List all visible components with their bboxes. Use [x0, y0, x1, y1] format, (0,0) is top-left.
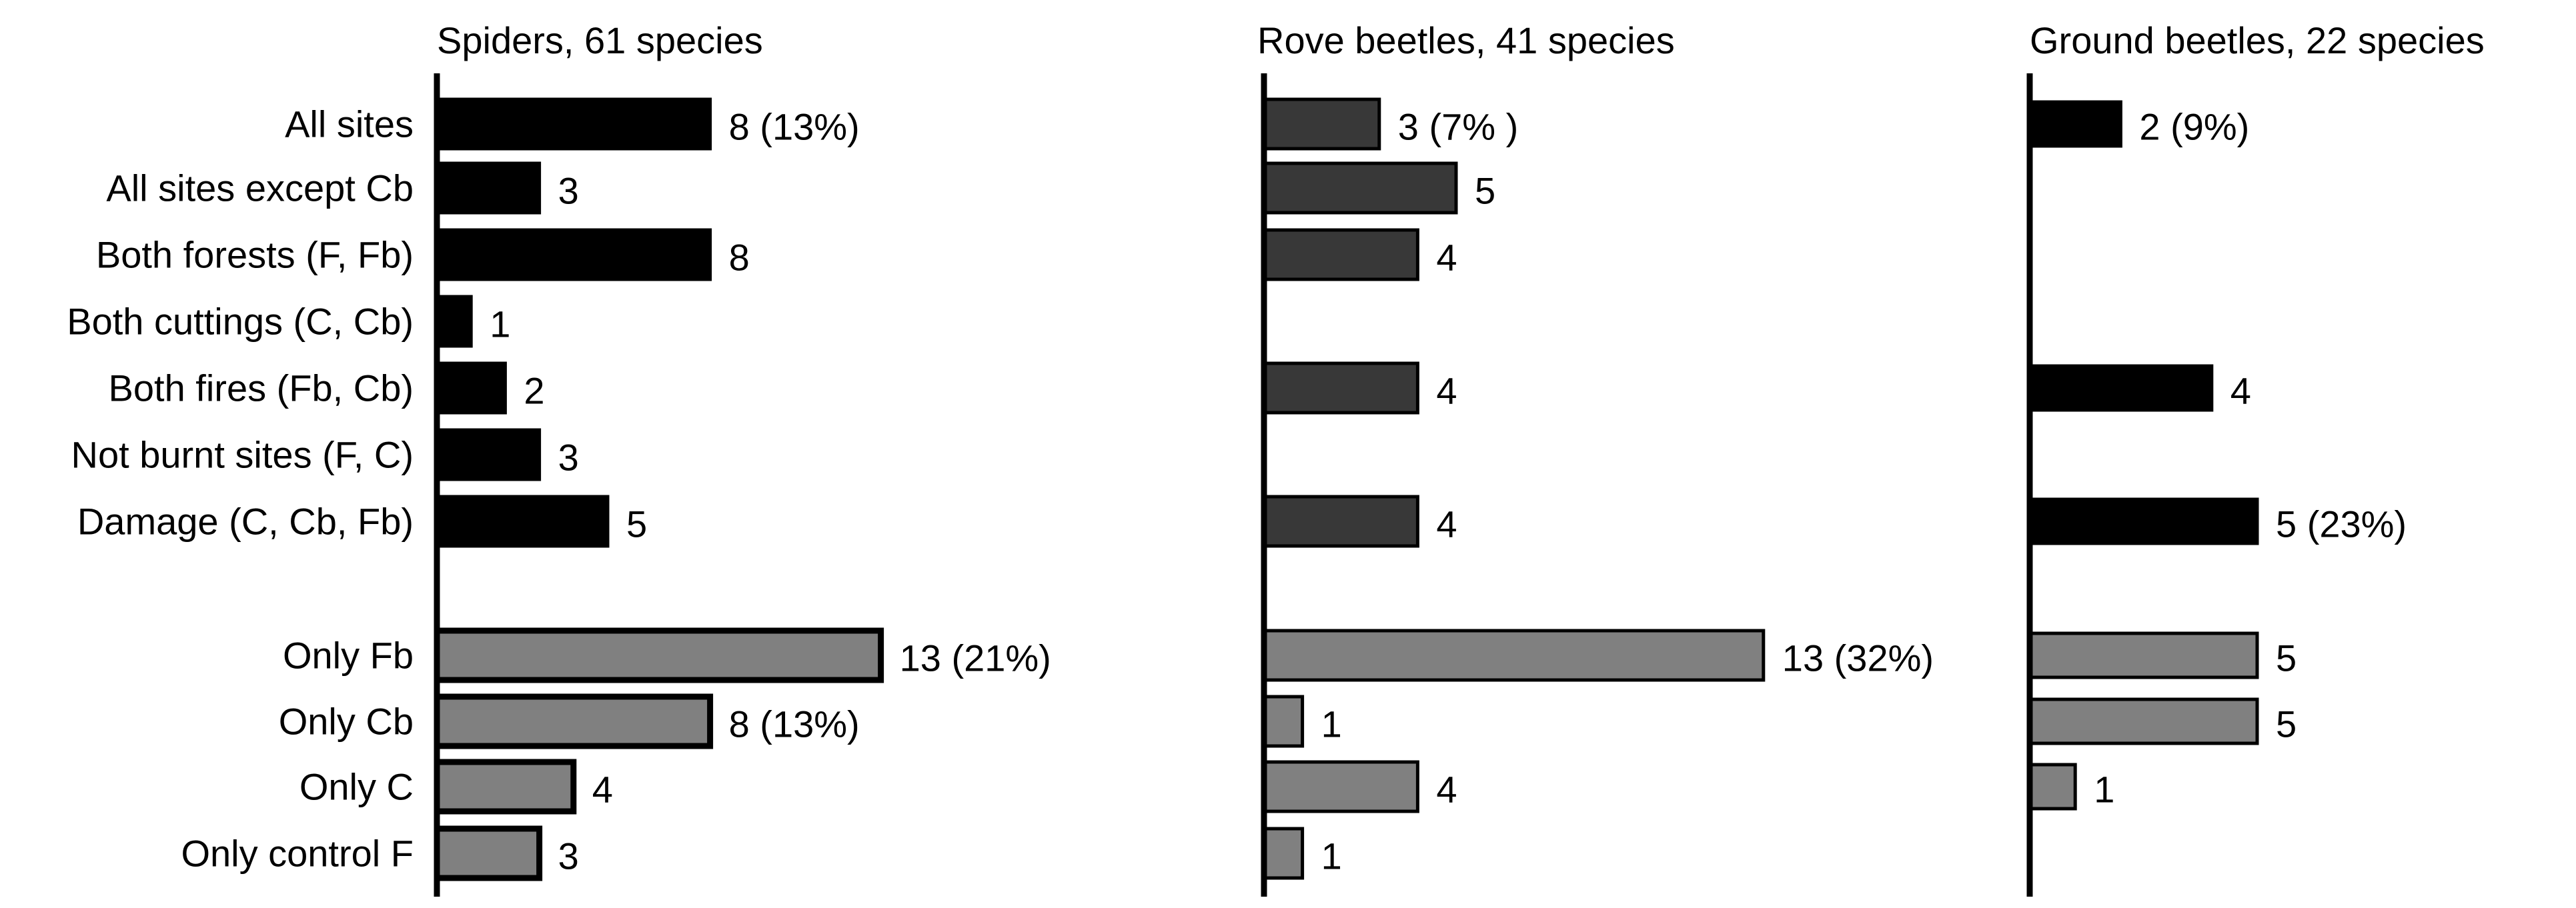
bar-value-label: 13 (21%): [900, 637, 1051, 679]
bar: [1262, 495, 1419, 548]
bar-value-label: 13 (32%): [1782, 637, 1934, 679]
bar: [2028, 364, 2214, 412]
bar: [435, 361, 507, 415]
bar: [434, 759, 577, 815]
bar: [1262, 161, 1458, 215]
bar: [435, 495, 610, 548]
bar: [435, 97, 712, 151]
category-label: Both forests (F, Fb): [96, 234, 414, 276]
bar: [435, 295, 473, 348]
bar: [1262, 827, 1305, 880]
category-label: All sites: [285, 103, 414, 145]
category-label: Damage (C, Cb, Fb): [77, 501, 414, 543]
bar-value-label: 4: [592, 769, 613, 811]
category-label: All sites except Cb: [106, 167, 414, 209]
bar: [434, 627, 884, 683]
category-label: Both cuttings (C, Cb): [67, 301, 414, 343]
bar-value-label: 4: [1436, 370, 1457, 412]
category-label: Only Fb: [283, 635, 414, 677]
bar-value-label: 5: [626, 503, 647, 545]
bar-value-label: 8 (13%): [729, 703, 860, 745]
bar: [1262, 228, 1419, 281]
bar-value-label: 5: [2276, 637, 2297, 679]
bar-value-label: 3: [558, 170, 579, 212]
bar-value-label: 5 (23%): [2276, 503, 2407, 545]
category-label: Only control F: [181, 833, 414, 875]
bar-value-label: 4: [1436, 237, 1457, 279]
bar: [2028, 697, 2259, 745]
bar: [1262, 760, 1419, 813]
category-label: Not burnt sites (F, C): [71, 434, 414, 476]
bar-value-label: 5: [1475, 170, 1495, 212]
bar: [435, 228, 712, 281]
bar-value-label: 4: [2230, 370, 2251, 412]
bar-value-label: 1: [2094, 769, 2114, 811]
bar-value-label: 4: [1436, 769, 1457, 811]
bar: [434, 825, 543, 881]
bar-value-label: 1: [490, 303, 510, 345]
bar-value-label: 1: [1321, 703, 1342, 745]
bar: [2028, 763, 2077, 811]
bar-value-label: 5: [2276, 703, 2297, 745]
bar: [435, 428, 542, 481]
bar: [1262, 695, 1305, 748]
bar-value-label: 4: [1436, 503, 1457, 545]
bar-value-label: 2: [524, 370, 544, 412]
bar: [1262, 361, 1419, 415]
category-label: Both fires (Fb, Cb): [109, 367, 414, 409]
bar: [435, 161, 542, 215]
bar-value-label: 8 (13%): [729, 106, 860, 148]
bar-value-label: 2 (9%): [2139, 106, 2249, 148]
bar: [2028, 497, 2259, 545]
category-label: Only C: [299, 766, 414, 808]
bar-value-label: 3: [558, 835, 579, 877]
bar-value-label: 3: [558, 437, 579, 479]
bar-value-label: 8: [729, 237, 750, 279]
bar-value-label: 3 (7% ): [1398, 106, 1519, 148]
bar: [434, 693, 714, 749]
bar: [1262, 629, 1766, 682]
bar: [2028, 631, 2259, 679]
panel-title: Rove beetles, 41 species: [1257, 19, 1675, 61]
category-label: Only Cb: [279, 701, 414, 743]
panel-title: Ground beetles, 22 species: [2030, 19, 2485, 61]
bar: [2028, 100, 2122, 148]
bar-value-label: 1: [1321, 835, 1342, 877]
bar: [1262, 97, 1381, 151]
panel-title: Spiders, 61 species: [437, 19, 763, 61]
